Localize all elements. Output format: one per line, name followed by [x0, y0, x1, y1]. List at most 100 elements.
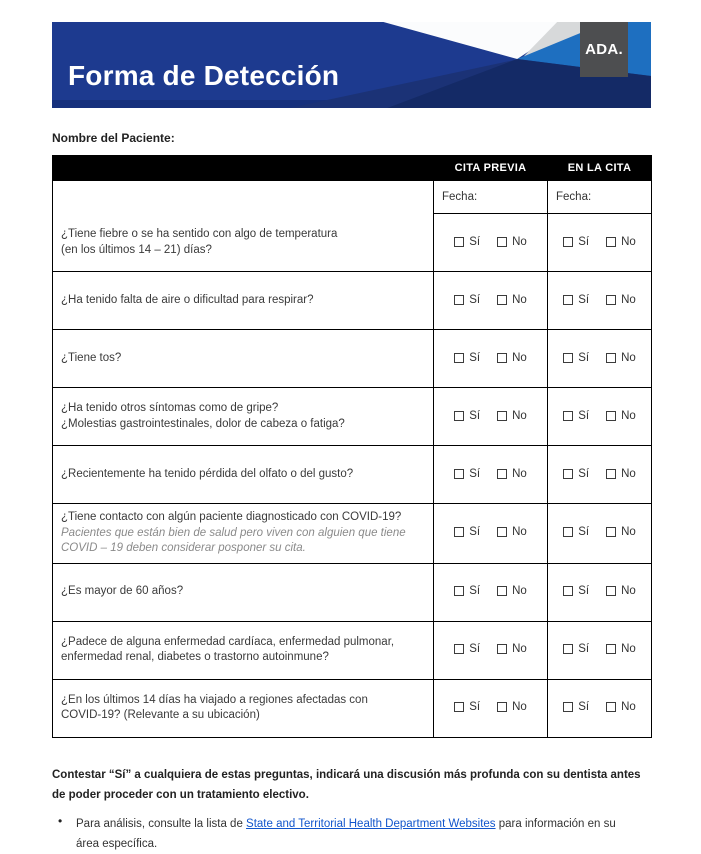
checkbox-box-icon: [563, 410, 574, 421]
answer-cell-cita: Sí No: [547, 678, 652, 738]
checkbox-box-icon: [497, 644, 508, 654]
fecha-cell-previa[interactable]: Fecha:: [433, 180, 548, 214]
si-checkbox[interactable]: Sí: [563, 294, 589, 306]
si-checkbox[interactable]: Sí: [563, 585, 589, 597]
document-page: ADA. Forma de Detección Nombre del Pacie…: [52, 0, 652, 854]
question-row: ¿Tiene contacto con algún paciente diagn…: [52, 503, 652, 564]
question-text: ¿Recientemente ha tenido pérdida del olf…: [52, 445, 434, 504]
si-checkbox[interactable]: Sí: [454, 410, 480, 422]
no-checkbox[interactable]: No: [606, 526, 636, 538]
checkbox-box-icon: [606, 352, 617, 363]
si-checkbox[interactable]: Sí: [454, 294, 480, 306]
question-note: COVID – 19 deben considerar posponer su …: [61, 542, 306, 554]
answer-cell-cita: Sí No: [547, 213, 652, 272]
no-checkbox[interactable]: No: [606, 352, 636, 364]
question-line: ¿En los últimos 14 días ha viajado a reg…: [61, 693, 368, 706]
si-checkbox[interactable]: Sí: [454, 468, 480, 480]
no-checkbox[interactable]: No: [606, 410, 636, 422]
no-checkbox[interactable]: No: [497, 236, 527, 248]
ada-logo: ADA.: [580, 22, 628, 77]
no-checkbox[interactable]: No: [497, 643, 527, 655]
checkbox-box-icon: [606, 410, 617, 421]
answer-cell-previa: Sí No: [433, 678, 548, 738]
answer-cell-cita: Sí No: [547, 271, 652, 330]
checkbox-box-icon: [563, 702, 574, 712]
no-checkbox[interactable]: No: [497, 701, 527, 713]
si-checkbox[interactable]: Sí: [454, 352, 480, 364]
column-header-cita-previa: CITA PREVIA: [433, 155, 548, 181]
form-title: Forma de Detección: [68, 60, 340, 91]
si-checkbox[interactable]: Sí: [563, 468, 589, 480]
checkbox-box-icon: [454, 352, 465, 363]
checkbox-box-icon: [563, 527, 574, 538]
question-text: ¿Padece de alguna enfermedad cardíaca, e…: [52, 620, 434, 680]
answer-cell-previa: Sí No: [433, 445, 548, 504]
answer-cell-previa: Sí No: [433, 213, 548, 272]
footer-bullet: • Para análisis, consulte la lista de St…: [58, 814, 651, 854]
si-checkbox[interactable]: Sí: [563, 701, 589, 713]
answer-cell-previa: Sí No: [433, 503, 548, 564]
si-checkbox[interactable]: Sí: [454, 526, 480, 538]
si-checkbox[interactable]: Sí: [454, 643, 480, 655]
si-checkbox[interactable]: Sí: [563, 410, 589, 422]
checkbox-box-icon: [497, 236, 508, 247]
ada-logo-text: ADA.: [585, 41, 623, 58]
si-checkbox[interactable]: Sí: [454, 585, 480, 597]
question-line: ¿Recientemente ha tenido pérdida del olf…: [61, 467, 354, 480]
no-checkbox[interactable]: No: [606, 236, 636, 248]
answer-cell-cita: Sí No: [547, 503, 652, 564]
no-checkbox[interactable]: No: [606, 585, 636, 597]
si-checkbox[interactable]: Sí: [563, 526, 589, 538]
checkbox-box-icon: [563, 468, 574, 479]
screening-table: CITA PREVIA EN LA CITA ¿Tiene fiebre o s…: [52, 155, 652, 738]
question-line: (en los últimos 14 – 21) días?: [61, 243, 212, 256]
checkbox-box-icon: [606, 236, 617, 247]
si-checkbox[interactable]: Sí: [563, 352, 589, 364]
question-line: ¿Tiene fiebre o se ha sentido con algo d…: [61, 228, 338, 240]
si-checkbox[interactable]: Sí: [454, 701, 480, 713]
no-checkbox[interactable]: No: [497, 352, 527, 364]
bullet-icon: •: [58, 813, 63, 828]
no-checkbox[interactable]: No: [497, 585, 527, 597]
no-checkbox[interactable]: No: [497, 468, 527, 480]
checkbox-box-icon: [497, 586, 508, 596]
checkbox-box-icon: [606, 527, 617, 538]
header-spacer-cell: [52, 155, 434, 181]
checkbox-box-icon: [563, 236, 574, 247]
si-checkbox[interactable]: Sí: [563, 236, 589, 248]
fecha-cell-cita[interactable]: Fecha:: [547, 180, 652, 214]
question-text: ¿Tiene contacto con algún paciente diagn…: [52, 503, 434, 564]
si-checkbox[interactable]: Sí: [563, 643, 589, 655]
question-row: ¿Es mayor de 60 años? Sí No Sí No: [52, 562, 652, 622]
no-checkbox[interactable]: No: [497, 526, 527, 538]
health-dept-link[interactable]: State and Territorial Health Department …: [246, 817, 496, 830]
date-row: ¿Tiene fiebre o se ha sentido con algo d…: [52, 180, 652, 272]
no-checkbox[interactable]: No: [497, 410, 527, 422]
checkbox-box-icon: [454, 644, 465, 654]
question-line: COVID-19? (Relevante a su ubicación): [61, 709, 260, 721]
checkbox-box-icon: [454, 586, 465, 596]
si-checkbox[interactable]: Sí: [454, 236, 480, 248]
header-banner: ADA. Forma de Detección: [52, 22, 651, 108]
question-line: ¿Ha tenido falta de aire o dificultad pa…: [61, 293, 314, 306]
footer-instruction: Contestar “Sí” a cualquiera de estas pre…: [52, 768, 641, 801]
question-row: ¿Ha tenido falta de aire o dificultad pa…: [52, 271, 652, 330]
question-row: ¿Recientemente ha tenido pérdida del olf…: [52, 445, 652, 504]
question-line: enfermedad renal, diabetes o trastorno a…: [61, 651, 329, 663]
checkbox-box-icon: [563, 294, 574, 305]
no-checkbox[interactable]: No: [606, 468, 636, 480]
question-row: ¿En los últimos 14 días ha viajado a reg…: [52, 678, 652, 738]
checkbox-box-icon: [497, 468, 508, 479]
no-checkbox[interactable]: No: [606, 294, 636, 306]
bullet-prefix: Para análisis, consulte la lista de: [76, 817, 247, 830]
no-checkbox[interactable]: No: [606, 643, 636, 655]
checkbox-box-icon: [606, 468, 617, 479]
question-text: ¿Es mayor de 60 años?: [52, 562, 434, 622]
question-row: ¿Padece de alguna enfermedad cardíaca, e…: [52, 620, 652, 680]
footer-bullet-text: Para análisis, consulte la lista de Stat…: [76, 814, 634, 854]
checkbox-box-icon: [497, 352, 508, 363]
checkbox-box-icon: [454, 294, 465, 305]
column-header-en-la-cita: EN LA CITA: [547, 155, 652, 181]
no-checkbox[interactable]: No: [606, 701, 636, 713]
no-checkbox[interactable]: No: [497, 294, 527, 306]
